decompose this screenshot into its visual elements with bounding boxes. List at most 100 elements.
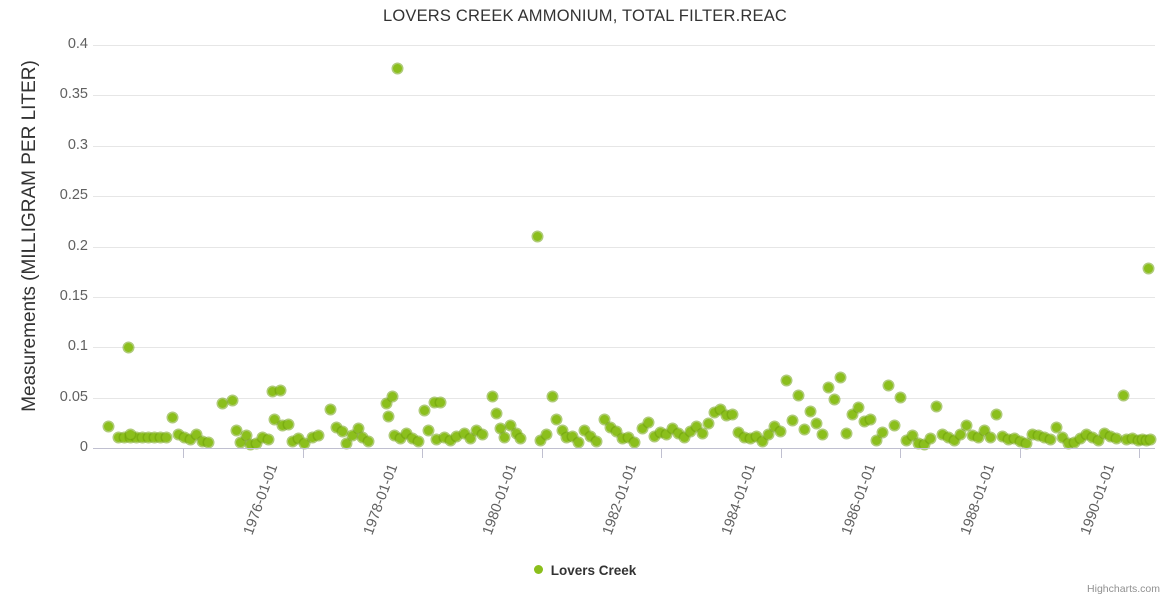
data-point[interactable] bbox=[1099, 429, 1109, 439]
data-point[interactable] bbox=[985, 433, 995, 443]
data-point[interactable] bbox=[793, 391, 803, 401]
data-point[interactable] bbox=[943, 433, 953, 443]
data-point[interactable] bbox=[1003, 435, 1013, 445]
data-point[interactable] bbox=[629, 438, 639, 448]
data-point[interactable] bbox=[623, 433, 633, 443]
data-point[interactable] bbox=[769, 422, 779, 432]
data-point[interactable] bbox=[931, 402, 941, 412]
data-point[interactable] bbox=[283, 420, 293, 430]
data-point[interactable] bbox=[787, 416, 797, 426]
data-point[interactable] bbox=[511, 429, 521, 439]
data-point[interactable] bbox=[203, 438, 213, 448]
data-point[interactable] bbox=[847, 410, 857, 420]
data-point[interactable] bbox=[495, 424, 505, 434]
data-point[interactable] bbox=[515, 434, 525, 444]
data-point[interactable] bbox=[889, 421, 899, 431]
data-point[interactable] bbox=[691, 422, 701, 432]
data-point[interactable] bbox=[841, 429, 851, 439]
data-point[interactable] bbox=[191, 430, 201, 440]
data-point[interactable] bbox=[901, 436, 911, 446]
data-point[interactable] bbox=[251, 439, 261, 449]
data-point[interactable] bbox=[979, 426, 989, 436]
data-point[interactable] bbox=[1145, 435, 1155, 445]
data-point[interactable] bbox=[637, 424, 647, 434]
data-point[interactable] bbox=[967, 431, 977, 441]
data-point[interactable] bbox=[1105, 432, 1115, 442]
data-point[interactable] bbox=[235, 438, 245, 448]
data-point[interactable] bbox=[715, 405, 725, 415]
data-point[interactable] bbox=[161, 433, 171, 443]
data-point[interactable] bbox=[973, 433, 983, 443]
data-point[interactable] bbox=[245, 440, 255, 450]
data-point[interactable] bbox=[155, 433, 165, 443]
data-point[interactable] bbox=[799, 425, 809, 435]
data-point[interactable] bbox=[287, 437, 297, 447]
data-point[interactable] bbox=[1087, 433, 1097, 443]
data-point[interactable] bbox=[1081, 430, 1091, 440]
data-point[interactable] bbox=[491, 409, 501, 419]
data-point[interactable] bbox=[1009, 434, 1019, 444]
data-point[interactable] bbox=[1069, 438, 1079, 448]
data-point[interactable] bbox=[439, 433, 449, 443]
data-point[interactable] bbox=[955, 430, 965, 440]
data-point[interactable] bbox=[585, 432, 595, 442]
data-point[interactable] bbox=[1021, 439, 1031, 449]
data-point[interactable] bbox=[661, 430, 671, 440]
data-point[interactable] bbox=[477, 430, 487, 440]
data-point[interactable] bbox=[363, 437, 373, 447]
data-point[interactable] bbox=[487, 392, 497, 402]
data-point[interactable] bbox=[185, 435, 195, 445]
data-point[interactable] bbox=[919, 440, 929, 450]
chart-legend[interactable]: Lovers Creek bbox=[0, 562, 1170, 578]
data-point[interactable] bbox=[347, 431, 357, 441]
data-point[interactable] bbox=[775, 427, 785, 437]
data-point[interactable] bbox=[547, 392, 557, 402]
data-point[interactable] bbox=[392, 63, 402, 73]
data-point[interactable] bbox=[217, 399, 227, 409]
data-point[interactable] bbox=[231, 426, 241, 436]
data-point[interactable] bbox=[579, 426, 589, 436]
data-point[interactable] bbox=[817, 430, 827, 440]
data-point[interactable] bbox=[445, 436, 455, 446]
data-point[interactable] bbox=[961, 421, 971, 431]
data-point[interactable] bbox=[419, 406, 429, 416]
data-point[interactable] bbox=[895, 393, 905, 403]
data-point[interactable] bbox=[649, 432, 659, 442]
data-point[interactable] bbox=[913, 439, 923, 449]
data-point[interactable] bbox=[451, 432, 461, 442]
data-point[interactable] bbox=[307, 433, 317, 443]
data-point[interactable] bbox=[763, 430, 773, 440]
data-point[interactable] bbox=[431, 435, 441, 445]
data-point[interactable] bbox=[257, 433, 267, 443]
data-point[interactable] bbox=[119, 433, 129, 443]
data-point[interactable] bbox=[459, 429, 469, 439]
data-point[interactable] bbox=[907, 431, 917, 441]
data-point[interactable] bbox=[859, 417, 869, 427]
data-point[interactable] bbox=[1045, 435, 1055, 445]
data-point[interactable] bbox=[125, 430, 135, 440]
data-point[interactable] bbox=[1075, 434, 1085, 444]
data-point[interactable] bbox=[643, 418, 653, 428]
data-point[interactable] bbox=[505, 421, 515, 431]
data-point[interactable] bbox=[877, 428, 887, 438]
data-point[interactable] bbox=[1027, 430, 1037, 440]
data-point[interactable] bbox=[673, 429, 683, 439]
data-point[interactable] bbox=[1127, 434, 1137, 444]
data-point[interactable] bbox=[532, 231, 542, 241]
data-point[interactable] bbox=[937, 430, 947, 440]
data-point[interactable] bbox=[697, 429, 707, 439]
data-point[interactable] bbox=[557, 426, 567, 436]
data-point[interactable] bbox=[997, 432, 1007, 442]
data-point[interactable] bbox=[103, 422, 113, 432]
data-point[interactable] bbox=[883, 381, 893, 391]
data-point[interactable] bbox=[751, 432, 761, 442]
data-point[interactable] bbox=[573, 438, 583, 448]
data-point[interactable] bbox=[499, 433, 509, 443]
data-point[interactable] bbox=[429, 398, 439, 408]
data-point[interactable] bbox=[401, 429, 411, 439]
data-point[interactable] bbox=[167, 413, 177, 423]
data-point[interactable] bbox=[435, 398, 445, 408]
data-point[interactable] bbox=[241, 431, 251, 441]
data-point[interactable] bbox=[1143, 264, 1153, 274]
data-point[interactable] bbox=[179, 433, 189, 443]
